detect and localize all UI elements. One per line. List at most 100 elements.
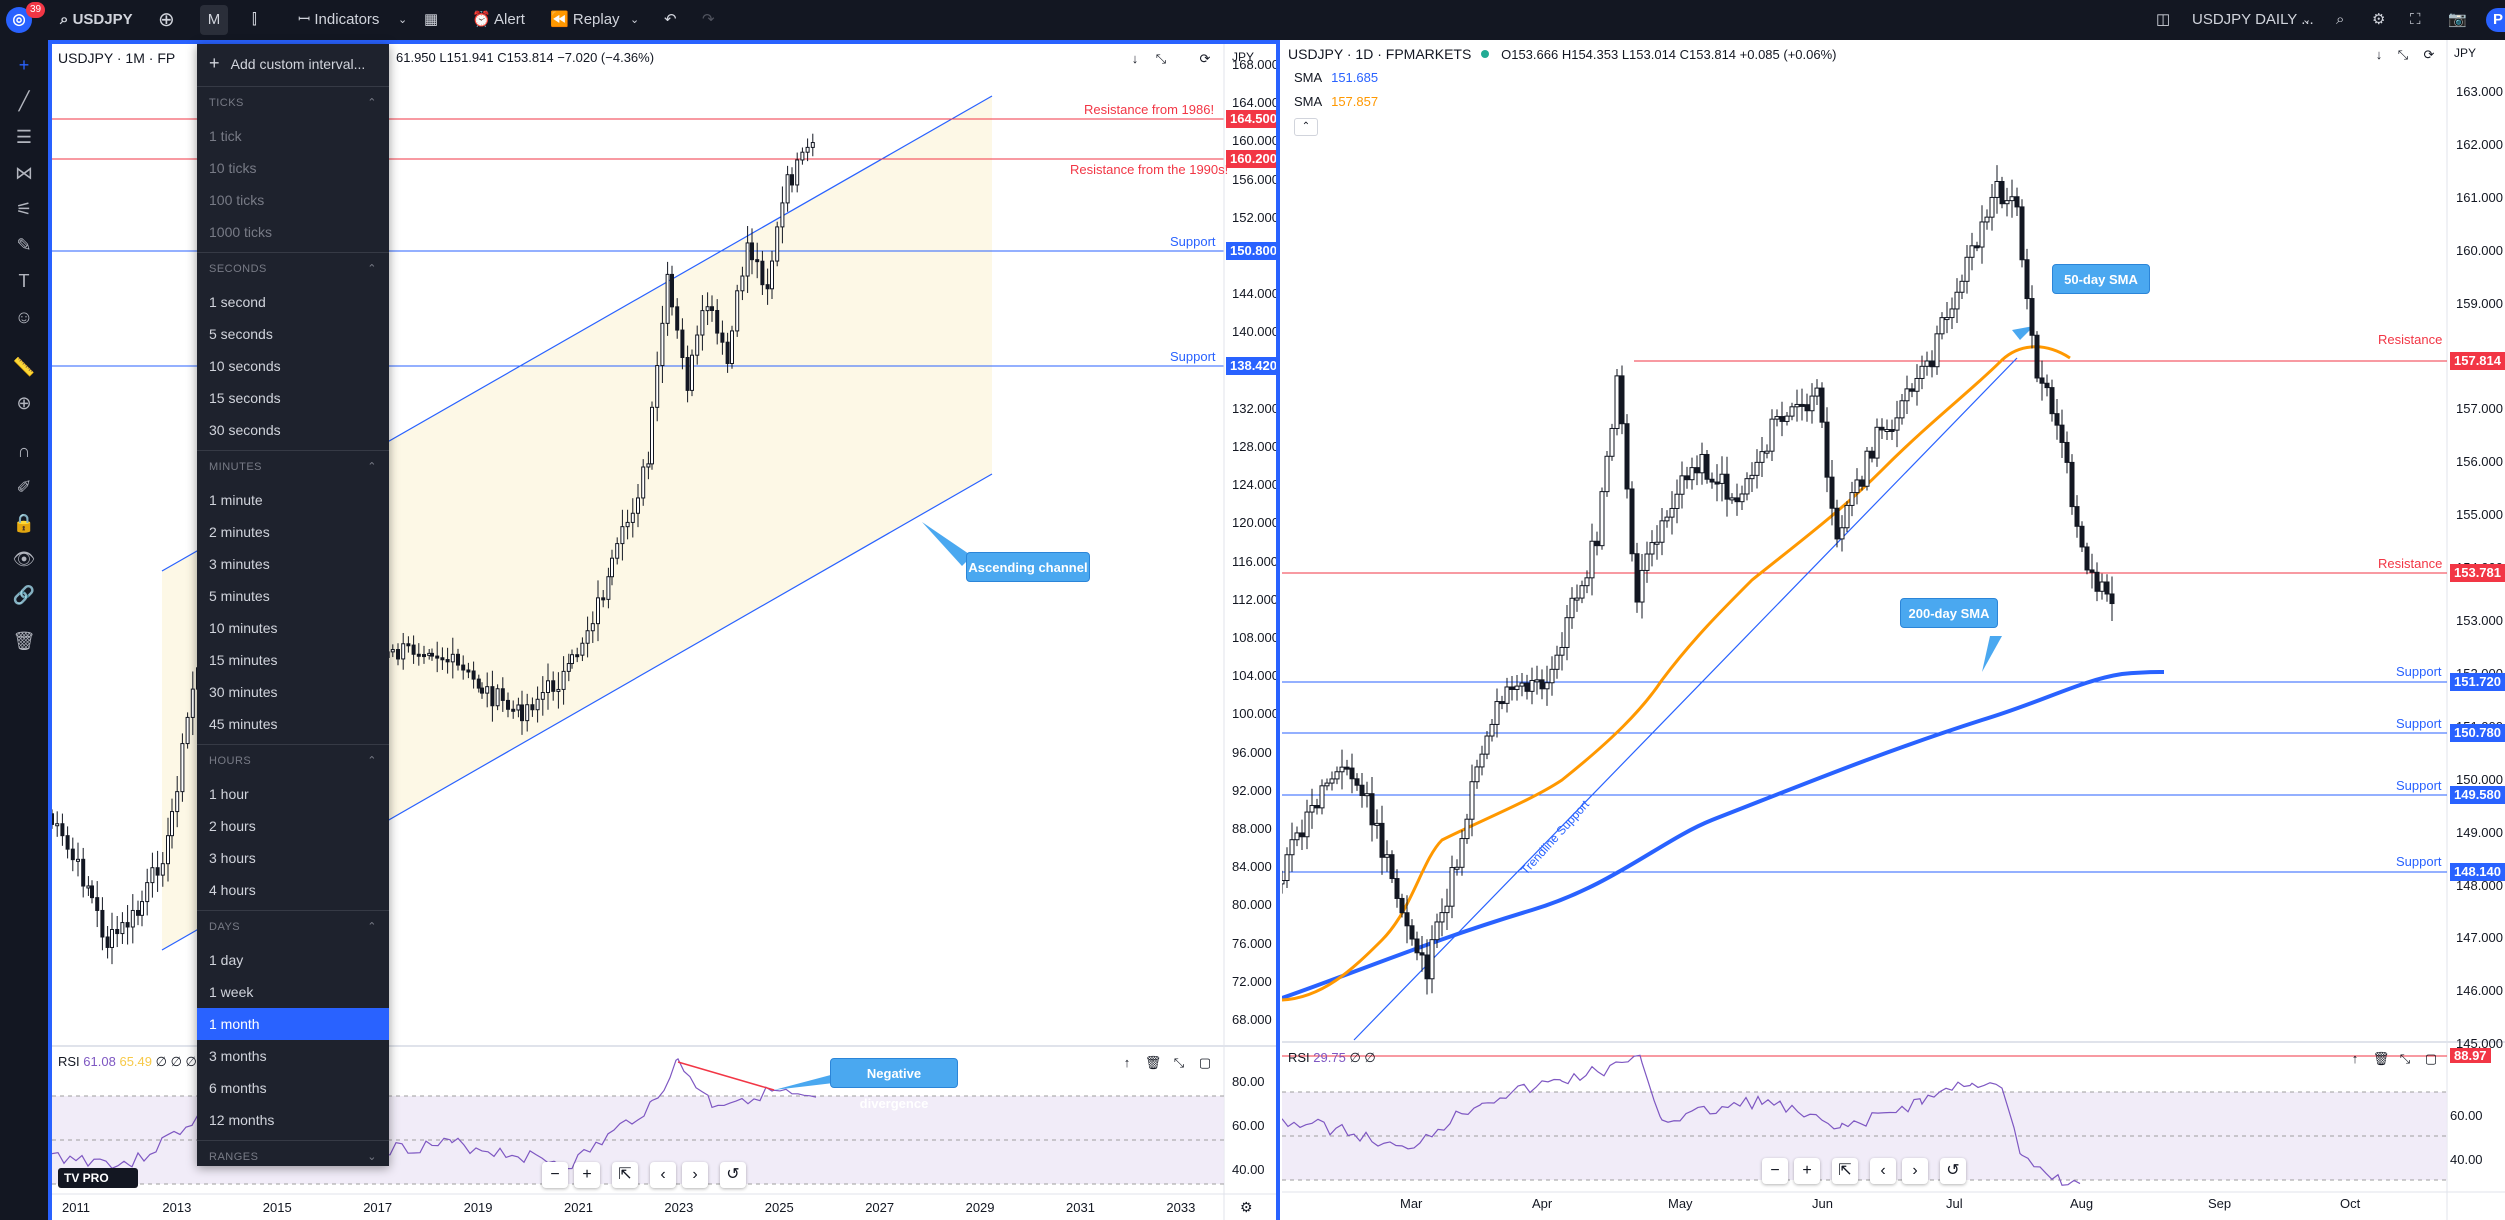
interval-option[interactable]: 15 seconds	[209, 390, 281, 406]
left-chart-title[interactable]: USDJPY · 1M · FP	[58, 50, 176, 66]
right-rsi-collapse-button[interactable]: ⤡	[2399, 1051, 2411, 1066]
left-pane-collapse-button[interactable]: ⤡	[1155, 51, 1167, 66]
quick-search-button[interactable]: ⌕	[2336, 0, 2344, 40]
layout-dropdown-chevron[interactable]: ⌄	[2302, 14, 2312, 26]
fib-tool[interactable]: ☰	[10, 124, 38, 150]
right-chart-title[interactable]: USDJPY · 1D · FPMARKETS	[1288, 46, 1472, 62]
interval-option[interactable]: 1 minute	[209, 492, 263, 508]
left-scroll-right-button[interactable]: ›	[682, 1162, 708, 1188]
interval-option[interactable]: 30 seconds	[209, 422, 281, 438]
section-header-ticks[interactable]: TICKS ⌃	[197, 88, 389, 118]
negative-divergence-callout[interactable]: Negative divergence	[830, 1058, 958, 1111]
left-scroll-left-button[interactable]: ‹	[650, 1162, 676, 1188]
sma50-callout[interactable]: 50-day SMA	[2052, 264, 2150, 294]
remove-drawings-tool[interactable]: 🗑	[10, 628, 38, 654]
right-chart-pane[interactable]: USDJPY · 1D · FPMARKETS O153.666 H154.35…	[1282, 40, 2505, 1220]
right-zoom-in-button[interactable]: +	[1794, 1158, 1820, 1184]
zoom-tool[interactable]: ⊕	[10, 390, 38, 416]
interval-option[interactable]: 45 minutes	[209, 716, 278, 732]
ascending-channel-callout[interactable]: Ascending channel	[966, 552, 1090, 582]
left-reset-button[interactable]: ↺	[720, 1162, 746, 1188]
interval-option[interactable]: 1 week	[209, 984, 254, 1000]
left-rsi-up-button[interactable]: ↑	[1123, 1055, 1131, 1070]
replay-button[interactable]: ⏪ Replay	[550, 0, 620, 40]
interval-option[interactable]: 2 hours	[209, 818, 256, 834]
text-tool[interactable]: T	[10, 268, 38, 294]
right-rsi-up-button[interactable]: ↑	[2351, 1051, 2359, 1066]
indicators-dropdown-chevron[interactable]: ⌄	[398, 14, 408, 26]
interval-option[interactable]: 5 minutes	[209, 588, 270, 604]
chart-type-button[interactable]: ⫿	[252, 0, 257, 40]
left-rsi-collapse-button[interactable]: ⤡	[1173, 1055, 1185, 1070]
left-rsi-delete-button[interactable]: 🗑	[1144, 1055, 1162, 1070]
interval-option[interactable]: 15 minutes	[209, 652, 278, 668]
alert-button[interactable]: ⏰ Alert	[472, 0, 525, 40]
prediction-tool[interactable]: ⚟	[10, 196, 38, 222]
right-rsi-delete-button[interactable]: 🗑	[2372, 1051, 2390, 1066]
interval-option[interactable]: 3 minutes	[209, 556, 270, 572]
templates-button[interactable]: ▦	[424, 0, 438, 40]
add-custom-interval[interactable]: + Add custom interval...	[197, 44, 389, 82]
snapshot-button[interactable]: 📷	[2448, 0, 2467, 40]
brush-tool[interactable]: ✎	[10, 232, 38, 258]
section-header-minutes[interactable]: MINUTES ⌃	[197, 452, 389, 482]
right-scroll-start-button[interactable]: ⇱	[1832, 1158, 1858, 1184]
right-pane-down-button[interactable]: ↓	[2375, 47, 2383, 62]
interval-option[interactable]: 100 ticks	[209, 192, 265, 208]
right-scroll-right-button[interactable]: ›	[1902, 1158, 1928, 1184]
indicators-button[interactable]: ꟷ Indicators	[298, 0, 379, 40]
interval-option[interactable]: 10 seconds	[209, 358, 281, 374]
interval-option[interactable]: 3 months	[209, 1048, 267, 1064]
section-header-days[interactable]: DAYS ⌃	[197, 912, 389, 942]
interval-option[interactable]: 1 day	[209, 952, 244, 968]
right-rsi-restore-button[interactable]: ▢	[2424, 1051, 2438, 1066]
interval-option[interactable]: 2 minutes	[209, 524, 270, 540]
measure-tool[interactable]: 📏	[10, 354, 38, 380]
interval-option[interactable]: 3 hours	[209, 850, 256, 866]
legend-collapse-button[interactable]: ⌃	[1294, 118, 1318, 136]
interval-option[interactable]: 1 tick	[209, 128, 242, 144]
replay-dropdown-chevron[interactable]: ⌄	[630, 14, 640, 26]
interval-option[interactable]: 12 months	[209, 1112, 275, 1128]
left-pane-restore-button[interactable]: ⟳	[1199, 51, 1211, 66]
symbol-search[interactable]: ⌕ USDJPY	[60, 0, 133, 40]
right-pane-collapse-button[interactable]: ⤡	[2397, 47, 2409, 62]
right-scroll-left-button[interactable]: ‹	[1870, 1158, 1896, 1184]
interval-option[interactable]: 30 minutes	[209, 684, 278, 700]
interval-option[interactable]: 4 hours	[209, 882, 256, 898]
interval-option[interactable]: 1 second	[209, 294, 266, 310]
sma200-callout[interactable]: 200-day SMA	[1900, 598, 1998, 628]
interval-option[interactable]: 1000 ticks	[209, 224, 273, 240]
fullscreen-button[interactable]: ⛶	[2410, 0, 2421, 40]
compare-symbol-button[interactable]: ⊕	[158, 9, 175, 31]
interval-option[interactable]: 1 month	[197, 1008, 389, 1040]
section-header-seconds[interactable]: SECONDS ⌃	[197, 254, 389, 284]
left-axis-settings-button[interactable]: ⚙	[1240, 1199, 1253, 1215]
interval-button[interactable]: M	[200, 5, 228, 35]
sync-drawings-tool[interactable]: 🔗	[10, 582, 38, 608]
right-pane-restore-button[interactable]: ⟳	[2423, 47, 2435, 62]
right-zoom-out-button[interactable]: −	[1762, 1158, 1788, 1184]
publish-button[interactable]: P	[2486, 8, 2505, 32]
left-scroll-start-button[interactable]: ⇱	[612, 1162, 638, 1188]
right-chart-canvas[interactable]	[1282, 40, 2505, 1220]
emoji-tool[interactable]: ☺	[10, 304, 38, 330]
crosshair-tool[interactable]: +	[10, 52, 38, 78]
interval-option[interactable]: 10 minutes	[209, 620, 278, 636]
trendline-tool[interactable]: ╱	[10, 88, 38, 114]
interval-option[interactable]: 1 hour	[209, 786, 249, 802]
section-header-hours[interactable]: HOURS ⌃	[197, 746, 389, 776]
magnet-tool[interactable]: ∩	[10, 438, 38, 464]
settings-button[interactable]: ⚙	[2372, 0, 2385, 40]
layout-sidebar-button[interactable]: ◫	[2156, 0, 2170, 40]
undo-button[interactable]: ↶	[664, 0, 677, 40]
section-header-ranges[interactable]: RANGES ⌄	[197, 1142, 389, 1166]
left-zoom-in-button[interactable]: +	[574, 1162, 600, 1188]
interval-option[interactable]: 6 months	[209, 1080, 267, 1096]
left-zoom-out-button[interactable]: −	[542, 1162, 568, 1188]
hide-drawings-tool[interactable]: 👁	[10, 546, 38, 572]
stay-drawing-tool[interactable]: ✐	[10, 474, 38, 500]
redo-button[interactable]: ↷	[702, 0, 715, 40]
pattern-tool[interactable]: ⋈	[10, 160, 38, 186]
interval-option[interactable]: 10 ticks	[209, 160, 257, 176]
